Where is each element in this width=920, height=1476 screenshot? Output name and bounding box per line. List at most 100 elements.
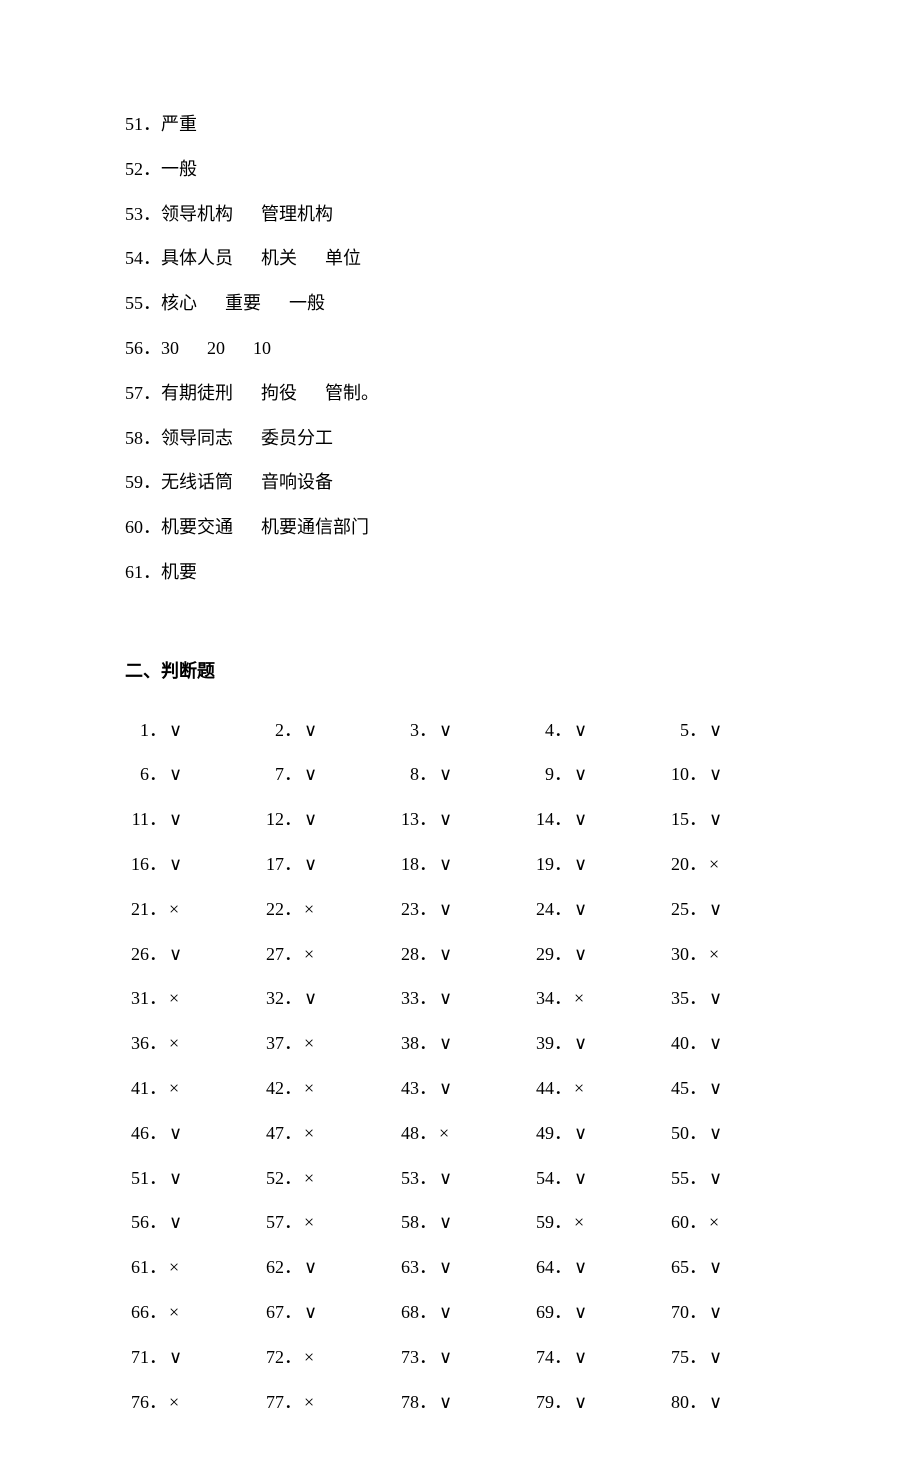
judgment-number: 66．: [125, 1298, 167, 1327]
fill-answer-row: 54．具体人员机关单位: [125, 244, 800, 273]
judgment-answer-cell: 5．∨: [665, 716, 800, 745]
judgment-answer-cell: 45．∨: [665, 1074, 800, 1103]
check-mark-icon: ∨: [709, 760, 722, 789]
fill-answer-text: 一般: [289, 289, 325, 318]
judgment-number: 49．: [530, 1119, 572, 1148]
judgment-answer-cell: 64．∨: [530, 1253, 665, 1282]
judgment-answer-cell: 55．∨: [665, 1164, 800, 1193]
judgment-answer-cell: 34．×: [530, 984, 665, 1013]
check-mark-icon: ∨: [439, 805, 452, 834]
judgment-answer-cell: 79．∨: [530, 1388, 665, 1417]
fill-answer-row: 57．有期徒刑拘役管制。: [125, 379, 800, 408]
fill-answer-row: 58．领导同志委员分工: [125, 424, 800, 453]
check-mark-icon: ∨: [169, 716, 182, 745]
judgment-number: 4．: [530, 716, 572, 745]
judgment-number: 65．: [665, 1253, 707, 1282]
judgment-answer-cell: 22．×: [260, 895, 395, 924]
fill-answer-number: 56．: [125, 334, 161, 363]
fill-answer-number: 59．: [125, 468, 161, 497]
fill-answer-row: 59．无线话筒音响设备: [125, 468, 800, 497]
judgment-answer-cell: 20．×: [665, 850, 800, 879]
judgment-number: 13．: [395, 805, 437, 834]
check-mark-icon: ∨: [439, 716, 452, 745]
judgment-answer-cell: 56．∨: [125, 1208, 260, 1237]
fill-answer-number: 52．: [125, 155, 161, 184]
judgment-number: 56．: [125, 1208, 167, 1237]
judgment-answer-cell: 33．∨: [395, 984, 530, 1013]
judgment-answer-cell: 72．×: [260, 1343, 395, 1372]
check-mark-icon: ∨: [709, 1388, 722, 1417]
check-mark-icon: ∨: [169, 1164, 182, 1193]
judgment-number: 24．: [530, 895, 572, 924]
judgment-number: 18．: [395, 850, 437, 879]
check-mark-icon: ∨: [574, 895, 587, 924]
judgment-number: 48．: [395, 1119, 437, 1148]
judgment-number: 30．: [665, 940, 707, 969]
check-mark-icon: ∨: [574, 1388, 587, 1417]
check-mark-icon: ∨: [574, 1164, 587, 1193]
judgment-number: 1．: [125, 716, 167, 745]
judgment-answer-cell: 9．∨: [530, 760, 665, 789]
judgment-number: 32．: [260, 984, 302, 1013]
fill-answer-text: 严重: [161, 110, 197, 139]
check-mark-icon: ∨: [439, 850, 452, 879]
judgment-number: 62．: [260, 1253, 302, 1282]
judgment-answer-cell: 32．∨: [260, 984, 395, 1013]
judgment-number: 17．: [260, 850, 302, 879]
fill-answer-number: 58．: [125, 424, 161, 453]
judgment-answer-cell: 76．×: [125, 1388, 260, 1417]
cross-mark-icon: ×: [169, 984, 179, 1013]
judgment-number: 26．: [125, 940, 167, 969]
judgment-number: 57．: [260, 1208, 302, 1237]
fill-answer-number: 53．: [125, 200, 161, 229]
check-mark-icon: ∨: [304, 1298, 317, 1327]
judgment-number: 15．: [665, 805, 707, 834]
judgment-answer-cell: 38．∨: [395, 1029, 530, 1058]
judgment-number: 27．: [260, 940, 302, 969]
judgment-answer-cell: 13．∨: [395, 805, 530, 834]
check-mark-icon: ∨: [304, 760, 317, 789]
judgment-answer-cell: 49．∨: [530, 1119, 665, 1148]
judgment-answer-cell: 15．∨: [665, 805, 800, 834]
judgment-answer-cell: 2．∨: [260, 716, 395, 745]
judgment-answer-cell: 65．∨: [665, 1253, 800, 1282]
judgment-number: 60．: [665, 1208, 707, 1237]
judgment-number: 76．: [125, 1388, 167, 1417]
fill-answer-row: 55．核心重要一般: [125, 289, 800, 318]
judgment-number: 73．: [395, 1343, 437, 1372]
check-mark-icon: ∨: [574, 1298, 587, 1327]
judgment-number: 37．: [260, 1029, 302, 1058]
judgment-number: 9．: [530, 760, 572, 789]
check-mark-icon: ∨: [709, 1343, 722, 1372]
fill-answer-number: 51．: [125, 110, 161, 139]
judgment-answer-cell: 1．∨: [125, 716, 260, 745]
cross-mark-icon: ×: [709, 940, 719, 969]
cross-mark-icon: ×: [709, 850, 719, 879]
judgment-answer-cell: 48．×: [395, 1119, 530, 1148]
judgment-answer-cell: 36．×: [125, 1029, 260, 1058]
judgment-answer-cell: 41．×: [125, 1074, 260, 1103]
judgment-answer-cell: 52．×: [260, 1164, 395, 1193]
judgment-answer-cell: 54．∨: [530, 1164, 665, 1193]
fill-answer-row: 52．一般: [125, 155, 800, 184]
fill-answer-text: 10: [253, 334, 271, 363]
judgment-answer-cell: 21．×: [125, 895, 260, 924]
judgment-answer-cell: 28．∨: [395, 940, 530, 969]
judgment-number: 22．: [260, 895, 302, 924]
judgment-answer-cell: 16．∨: [125, 850, 260, 879]
cross-mark-icon: ×: [169, 1253, 179, 1282]
check-mark-icon: ∨: [574, 940, 587, 969]
judgment-number: 36．: [125, 1029, 167, 1058]
judgment-number: 63．: [395, 1253, 437, 1282]
judgment-answer-cell: 47．×: [260, 1119, 395, 1148]
document-page: 51．严重52．一般53．领导机构管理机构54．具体人员机关单位55．核心重要一…: [0, 0, 920, 1476]
judgment-number: 25．: [665, 895, 707, 924]
judgment-answer-cell: 68．∨: [395, 1298, 530, 1327]
judgment-answer-cell: 23．∨: [395, 895, 530, 924]
judgment-number: 61．: [125, 1253, 167, 1282]
check-mark-icon: ∨: [709, 1253, 722, 1282]
check-mark-icon: ∨: [439, 984, 452, 1013]
fill-answer-text: 音响设备: [261, 468, 333, 497]
judgment-number: 67．: [260, 1298, 302, 1327]
check-mark-icon: ∨: [709, 805, 722, 834]
